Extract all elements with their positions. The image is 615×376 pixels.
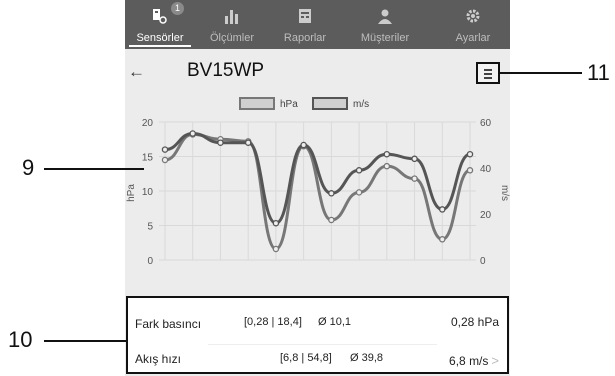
reading-average: Ø 10,1	[318, 316, 352, 328]
data-point	[161, 146, 169, 153]
chevron-right-icon[interactable]: >	[491, 353, 499, 368]
data-point	[439, 236, 446, 243]
reading-range: [0,28 | 18,4]	[244, 316, 302, 328]
nav-label: Sensörler	[136, 32, 184, 44]
data-point	[383, 150, 391, 158]
data-point	[466, 150, 474, 158]
data-point	[300, 141, 307, 149]
series-line	[164, 132, 471, 251]
data-point	[411, 155, 418, 163]
y-tick-label: 5	[147, 222, 153, 233]
reading-average: Ø 39,8	[350, 352, 384, 364]
y2-tick-label: 20	[480, 210, 492, 221]
nav-item-customers[interactable]: Müşteriler	[350, 0, 420, 49]
data-point	[189, 130, 196, 137]
nav-item-measurements[interactable]: Ölçümler	[202, 0, 262, 49]
nav-label: Ayarlar	[455, 32, 491, 44]
report-icon	[299, 9, 311, 23]
y2-tick-label: 40	[480, 164, 492, 175]
reading-range: [6,8 | 54,8]	[280, 352, 332, 364]
line-chart: 0 5 10 15 20 0 20 40 60 hPa m/s hPa m/s	[126, 97, 510, 267]
legend-label: m/s	[353, 99, 369, 110]
readings-panel: Fark basıncı [0,28 | 18,4] Ø 10,1 0,28 h…	[126, 296, 509, 374]
chart-container: 0 5 10 15 20 0 20 40 60 hPa m/s hPa m/s	[125, 95, 510, 295]
y-tick-label: 0	[147, 256, 153, 267]
data-point	[328, 190, 335, 197]
y2-tick-label: 60	[480, 118, 492, 129]
data-point	[272, 245, 280, 253]
page-title: BV15WP	[187, 60, 265, 81]
bar-chart-icon	[225, 10, 238, 24]
data-point	[244, 139, 252, 146]
nav-label: Raporlar	[283, 32, 327, 44]
data-point	[466, 167, 474, 174]
nav-item-settings[interactable]: Ayarlar	[443, 0, 503, 49]
back-arrow-icon[interactable]: ←	[128, 62, 145, 81]
data-point	[272, 219, 280, 227]
data-point	[411, 175, 418, 182]
y2-axis-label: m/s	[499, 185, 510, 201]
y-tick-label: 15	[142, 153, 154, 164]
nav-label: Ölçümler	[209, 32, 254, 44]
reading-name: Fark basıncı	[135, 317, 202, 331]
data-point	[355, 167, 363, 174]
data-point	[439, 206, 446, 213]
legend-swatch	[312, 97, 348, 110]
y-axis-label: hPa	[126, 184, 137, 202]
app-screen: 1 Sensörler Ölçümler Raporlar Müşteriler	[125, 0, 510, 376]
callout-number-menu: 11	[587, 60, 610, 85]
callout-number-readings: 10	[8, 327, 33, 352]
y-tick-label: 20	[142, 118, 154, 129]
hamburger-menu-icon[interactable]	[476, 62, 500, 84]
active-indicator	[129, 45, 191, 47]
reading-value-wrap: 6,8 m/s >	[449, 353, 499, 368]
data-point	[383, 162, 391, 170]
legend-swatch	[239, 97, 275, 110]
customer-icon	[378, 9, 392, 24]
legend-label: hPa	[280, 99, 298, 110]
row-divider	[208, 344, 437, 345]
callout-line-chart	[44, 168, 144, 170]
data-point	[161, 156, 169, 164]
data-point	[355, 189, 363, 196]
nav-badge: 1	[171, 2, 184, 15]
reading-name: Akış hızı	[135, 352, 182, 366]
data-point	[217, 139, 224, 146]
callout-line-menu	[500, 72, 582, 74]
nav-item-sensors[interactable]: 1 Sensörler	[127, 0, 193, 49]
reading-value: 0,28 hPa	[450, 315, 499, 329]
y2-tick-label: 0	[480, 256, 486, 267]
sensor-icon	[153, 9, 167, 24]
reading-row[interactable]: Fark basıncı [0,28 | 18,4] Ø 10,1 0,28 h…	[128, 310, 507, 346]
y-tick-label: 10	[142, 187, 154, 198]
nav-item-reports[interactable]: Raporlar	[275, 0, 335, 49]
callout-line-readings	[44, 340, 128, 342]
reading-value: 6,8 m/s	[449, 354, 489, 368]
data-point	[328, 216, 335, 224]
callout-number-chart: 9	[22, 155, 35, 180]
reading-row[interactable]: Akış hızı [6,8 | 54,8] Ø 39,8 6,8 m/s >	[128, 346, 507, 376]
title-bar: ← BV15WP	[125, 49, 510, 95]
gear-icon	[466, 9, 480, 23]
nav-label: Müşteriler	[360, 32, 410, 44]
bottom-navigation: 1 Sensörler Ölçümler Raporlar Müşteriler	[125, 0, 510, 49]
